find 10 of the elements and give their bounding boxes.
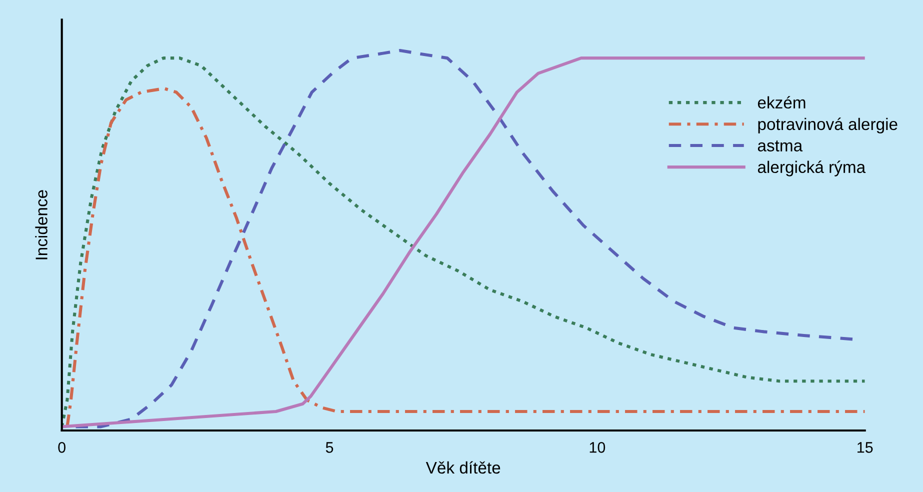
- legend-label: ekzém: [758, 96, 806, 109]
- legend-label: potravinová alergie: [758, 118, 898, 134]
- x-tick-label: 15: [858, 442, 873, 453]
- legend-label: alergická rýma: [758, 160, 866, 176]
- x-tick-label: 5: [326, 442, 334, 453]
- x-tick-label: 10: [590, 442, 606, 453]
- y-axis-title: Incidence: [35, 190, 48, 260]
- legend-label: astma: [758, 140, 803, 152]
- x-tick-label: 0: [58, 442, 66, 453]
- x-axis-title: Věk dítěte: [426, 461, 500, 474]
